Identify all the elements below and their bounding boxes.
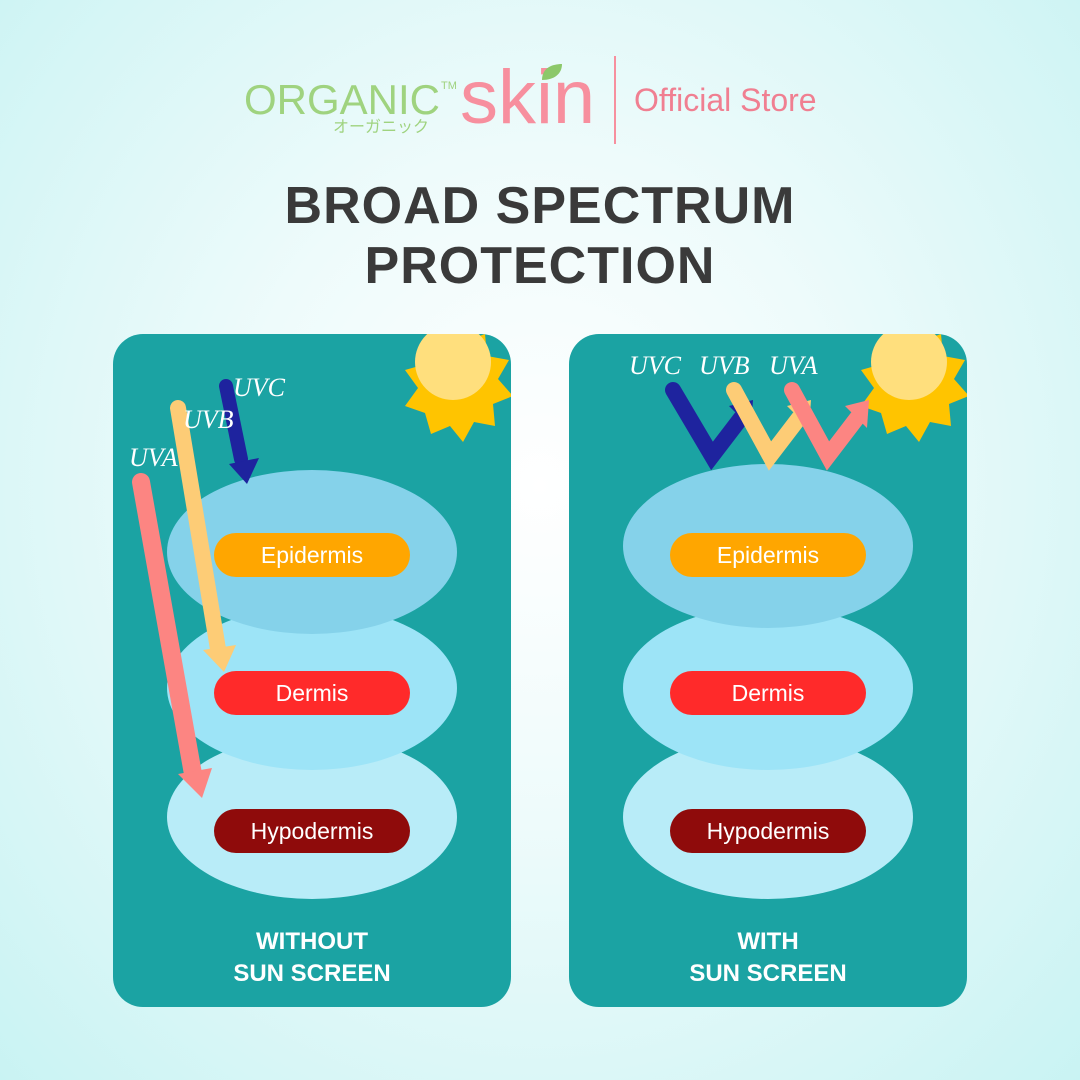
uvc-arrow — [219, 379, 259, 484]
caption-line-2: SUN SCREEN — [689, 960, 847, 987]
hypodermis-label: Hypodermis — [214, 809, 410, 853]
caption-line-1: WITHOUT — [256, 928, 368, 955]
uva-label: UVA — [769, 351, 818, 380]
official-store-label: Official Store — [634, 82, 817, 118]
epidermis-label: Epidermis — [214, 533, 410, 577]
logo-tm: TM — [441, 80, 457, 92]
logo-divider — [614, 56, 616, 144]
uvb-arrow — [170, 400, 236, 672]
dermis-label: Dermis — [670, 671, 866, 715]
panel-without-sunscreen: Epidermis Dermis Hypodermis UVC UVB UVA … — [113, 334, 511, 1007]
uva-arrow — [132, 473, 212, 798]
panel-with-sunscreen: Epidermis Dermis Hypodermis UVC UVB UVA … — [569, 334, 967, 1007]
uva-label: UVA — [129, 443, 178, 472]
logo-organic: ORGANIC — [244, 76, 441, 123]
page-title: BROAD SPECTRUM PROTECTION — [0, 176, 1080, 296]
brand-logo: ORGANIC TM オーガニック skin Official Store — [0, 52, 1080, 147]
hypodermis-label: Hypodermis — [670, 809, 866, 853]
leaf-icon — [542, 64, 562, 80]
sun-icon — [405, 334, 511, 442]
panel-caption: WITH SUN SCREEN — [569, 926, 967, 990]
dermis-label: Dermis — [214, 671, 410, 715]
uvb-label: UVB — [183, 405, 234, 434]
uvb-label: UVB — [699, 351, 750, 380]
panel-caption: WITHOUT SUN SCREEN — [113, 926, 511, 990]
sun-icon — [861, 334, 967, 442]
uvc-label: UVC — [233, 373, 285, 402]
uva-arrow — [784, 382, 869, 471]
uvc-label: UVC — [629, 351, 681, 380]
logo-skin: skin — [460, 55, 596, 140]
title-line-1: BROAD SPECTRUM — [284, 177, 796, 235]
caption-line-1: WITH — [737, 928, 799, 955]
caption-line-2: SUN SCREEN — [233, 960, 391, 987]
logo-kana: オーガニック — [333, 119, 430, 136]
title-line-2: PROTECTION — [364, 237, 716, 295]
epidermis-label: Epidermis — [670, 533, 866, 577]
